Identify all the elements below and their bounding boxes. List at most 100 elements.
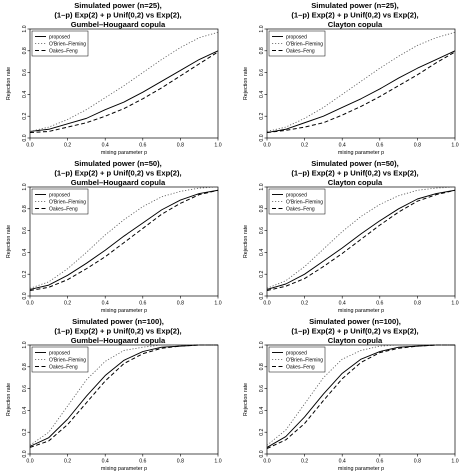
y-axis-label: Rejection rate (6, 225, 12, 258)
y-axis-label: Rejection rate (243, 67, 249, 100)
x-tick-label: 0.4 (102, 301, 109, 307)
series-line-dashed (29, 51, 219, 134)
y-axis-label: Rejection rate (243, 383, 249, 416)
panel-5: Simulated power (n=100),(1–p) Exp(2) + p… (6, 317, 222, 472)
plot-frame (29, 28, 219, 139)
y-tick-label: 0.6 (259, 227, 265, 234)
panel-6: Simulated power (n=100),(1–p) Exp(2) + p… (243, 317, 459, 472)
chart-title-line: Gumbel–Hougaard copula (71, 20, 166, 29)
x-axis-label: mixing parameter p (101, 308, 147, 314)
x-tick-label: 0.0 (26, 143, 33, 149)
legend-label: proposed (286, 192, 307, 198)
y-tick-label: 0.4 (22, 91, 28, 98)
chart-title-line: (1–p) Exp(2) + p Unif(0,2) vs Exp(2), (291, 327, 418, 336)
series-line-dashed (266, 189, 456, 292)
x-tick-label: 0.4 (339, 459, 346, 465)
x-tick-label: 0.2 (64, 143, 71, 149)
y-tick-label: 0.0 (259, 134, 265, 141)
x-tick-label: 0.8 (177, 301, 184, 307)
chart-title-line: Simulated power (n=50), (74, 159, 162, 168)
y-tick-label: 1.0 (22, 25, 28, 32)
x-tick-label: 0.0 (263, 143, 270, 149)
x-tick-label: 0.6 (376, 301, 383, 307)
legend-label: O'Brien–Fleming (286, 199, 323, 205)
x-axis-label: mixing parameter p (101, 466, 147, 472)
chart-title-line: Simulated power (n=25), (74, 1, 162, 10)
x-tick-label: 0.0 (263, 301, 270, 307)
chart-title-line: Simulated power (n=50), (311, 159, 399, 168)
y-tick-label: 0.4 (259, 91, 265, 98)
x-axis-label: mixing parameter p (101, 150, 147, 156)
legend-box (31, 346, 89, 373)
plot-frame (29, 186, 219, 297)
plot-frame (29, 344, 219, 455)
y-tick-label: 0.2 (22, 428, 28, 435)
x-axis-label: mixing parameter p (338, 466, 384, 472)
y-tick-label: 0.0 (22, 134, 28, 141)
x-tick-label: 0.8 (177, 143, 184, 149)
legend-label: Oakes–Feng (49, 364, 78, 370)
chart-title-line: Gumbel–Hougaard copula (71, 178, 166, 187)
y-tick-label: 1.0 (22, 341, 28, 348)
y-tick-label: 0.0 (259, 450, 265, 457)
legend-label: O'Brien–Fleming (49, 357, 86, 363)
y-tick-label: 0.2 (259, 112, 265, 119)
y-tick-label: 0.6 (22, 69, 28, 76)
x-tick-label: 1.0 (451, 301, 458, 307)
legend-label: Oakes–Feng (286, 364, 315, 370)
y-tick-label: 0.6 (259, 385, 265, 392)
chart-title-line: Simulated power (n=25), (311, 1, 399, 10)
chart-title-line: Clayton copula (328, 20, 383, 29)
x-tick-label: 0.0 (263, 459, 270, 465)
x-tick-label: 0.8 (414, 143, 421, 149)
chart-title-line: Gumbel–Hougaard copula (71, 336, 166, 345)
y-tick-label: 0.2 (259, 428, 265, 435)
y-axis-label: Rejection rate (243, 225, 249, 258)
x-tick-label: 0.6 (139, 301, 146, 307)
series-line-dashed (29, 189, 219, 292)
x-tick-label: 0.4 (102, 459, 109, 465)
legend-box (268, 30, 326, 57)
x-tick-label: 0.4 (339, 301, 346, 307)
chart-title-line: Clayton copula (328, 336, 383, 345)
series-line-solid (29, 50, 219, 132)
x-tick-label: 0.4 (102, 143, 109, 149)
chart-title-line: (1–p) Exp(2) + p Unif(0,2) vs Exp(2), (291, 169, 418, 178)
legend-label: O'Brien–Fleming (49, 41, 86, 47)
chart-title-line: (1–p) Exp(2) + p Unif(0,2) vs Exp(2), (54, 11, 181, 20)
y-tick-label: 0.8 (22, 47, 28, 54)
x-tick-label: 0.6 (376, 459, 383, 465)
x-tick-label: 0.0 (26, 301, 33, 307)
panel-2: Simulated power (n=25),(1–p) Exp(2) + p … (243, 1, 459, 156)
chart-title-line: Simulated power (n=100), (72, 317, 164, 326)
x-tick-label: 0.0 (26, 459, 33, 465)
x-tick-label: 0.2 (301, 459, 308, 465)
legend-label: proposed (49, 34, 70, 40)
y-tick-label: 0.6 (22, 385, 28, 392)
y-tick-label: 0.8 (259, 47, 265, 54)
y-tick-label: 0.2 (22, 112, 28, 119)
y-tick-label: 0.0 (22, 292, 28, 299)
chart-title-line: (1–p) Exp(2) + p Unif(0,2) vs Exp(2), (54, 169, 181, 178)
y-tick-label: 0.8 (22, 363, 28, 370)
legend-label: O'Brien–Fleming (49, 199, 86, 205)
x-tick-label: 0.8 (414, 301, 421, 307)
series-line-solid (29, 344, 218, 447)
series-line-solid (266, 189, 456, 290)
y-tick-label: 0.8 (259, 363, 265, 370)
y-tick-label: 0.2 (22, 270, 28, 277)
y-axis-label: Rejection rate (6, 67, 12, 100)
x-tick-label: 0.4 (339, 143, 346, 149)
x-tick-label: 0.2 (301, 143, 308, 149)
legend-label: O'Brien–Fleming (286, 357, 323, 363)
y-tick-label: 1.0 (259, 341, 265, 348)
y-tick-label: 0.8 (259, 205, 265, 212)
chart-title-line: (1–p) Exp(2) + p Unif(0,2) vs Exp(2), (291, 11, 418, 20)
y-tick-label: 1.0 (259, 183, 265, 190)
